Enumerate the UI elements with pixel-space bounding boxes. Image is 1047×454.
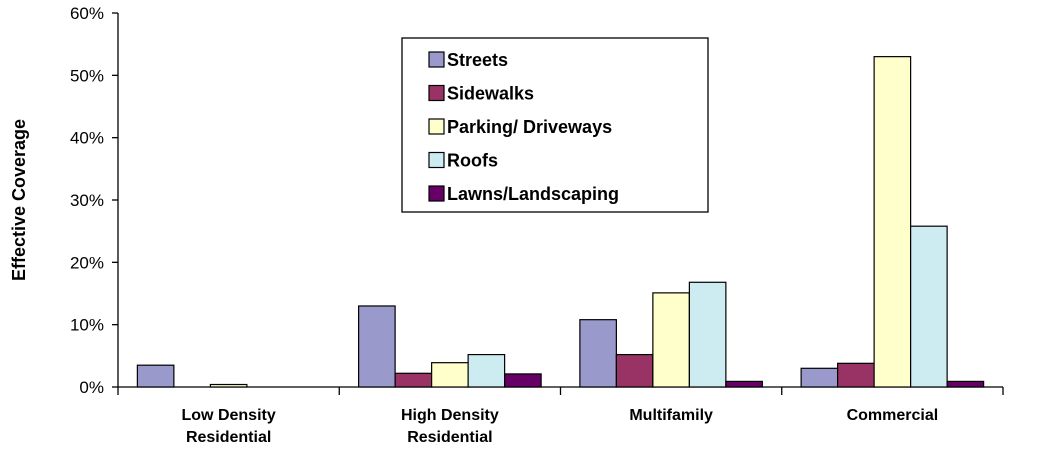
category-label: Low Density [182,407,276,424]
legend-label: Parking/ Driveways [447,117,612,137]
y-tick-label: 60% [70,4,104,23]
category-label: Multifamily [629,407,713,424]
legend-label: Lawns/Landscaping [447,184,619,204]
bar-streets-0 [136,364,175,388]
bars [136,56,985,388]
category-label: Residential [407,429,492,446]
bar-parking-driveways-2 [652,292,690,388]
y-tick-label: 50% [70,66,104,85]
y-tick-label: 10% [70,316,104,335]
y-tick-label: 40% [70,129,104,148]
bar-lawns-landscaping-1 [504,373,542,388]
bar-lawns-landscaping-3 [946,380,985,388]
legend-swatch [428,151,445,169]
category-label: High Density [401,407,499,424]
legend-swatch [428,84,445,102]
y-tick-label: 0% [79,378,104,397]
bar-parking-driveways-1 [431,362,469,388]
category-label: Commercial [847,407,939,424]
bar-sidewalks-3 [837,362,875,388]
legend-label: Sidewalks [447,84,534,104]
legend-box [401,37,709,213]
bar-streets-1 [358,305,396,388]
legend-label: Roofs [447,151,498,171]
legend-swatch [428,51,445,68]
category-label: Residential [186,429,271,446]
bar-lawns-landscaping-2 [725,380,763,388]
bar-roofs-2 [688,281,727,388]
legend-swatch [428,185,445,202]
bar-sidewalks-1 [394,372,433,388]
y-tick-label: 30% [70,191,104,210]
y-axis-title: Effective Coverage [9,119,29,281]
bar-roofs-1 [467,353,506,388]
bar-parking-driveways-0 [209,383,248,388]
legend: Streets Sidewalks Parking/ Driveways Roofs L… [401,37,709,213]
legend-swatch [428,118,445,135]
axes: 0% 10% 20% 30% 40% 50% 60% Low Density Residenti… [70,4,1004,446]
bar-roofs-3 [910,225,948,388]
bar-streets-3 [800,367,839,388]
legend-label: Streets [447,50,508,70]
y-tick-label: 20% [70,253,104,272]
bar-streets-2 [579,319,617,388]
bar-sidewalks-2 [615,353,654,388]
bar-parking-driveways-3 [873,56,912,388]
